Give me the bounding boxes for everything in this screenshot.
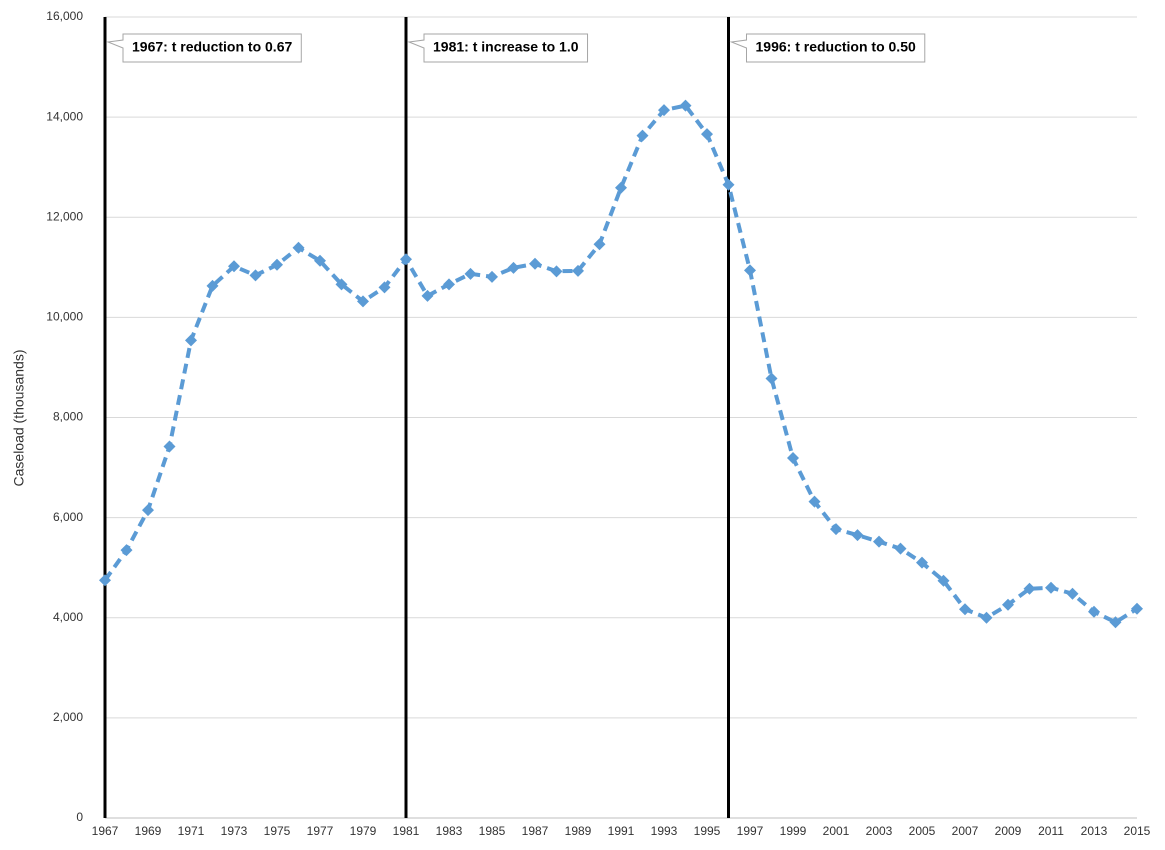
- annotation-box: [407, 33, 589, 63]
- x-tick-label: 1975: [264, 824, 291, 838]
- data-marker: [185, 334, 197, 347]
- data-marker: [744, 264, 756, 277]
- y-tick-label: 6,000: [53, 510, 83, 524]
- x-tick-label: 2013: [1081, 824, 1108, 838]
- data-marker: [228, 260, 240, 273]
- x-tick-label: 1989: [565, 824, 592, 838]
- x-tick-label: 1969: [135, 824, 162, 838]
- data-marker: [550, 265, 563, 278]
- data-marker: [916, 556, 928, 569]
- y-tick-label: 16,000: [46, 9, 83, 23]
- y-tick-label: 0: [76, 810, 83, 824]
- x-tick-label: 1973: [221, 824, 248, 838]
- x-tick-label: 1981: [393, 824, 420, 838]
- annotation-text: 1996: t reduction to 0.50: [756, 39, 916, 55]
- data-marker: [163, 440, 176, 453]
- y-tick-label: 12,000: [46, 209, 83, 223]
- data-marker: [507, 261, 520, 274]
- data-marker: [357, 295, 369, 308]
- data-marker: [335, 278, 348, 291]
- annotation-box: [729, 33, 926, 63]
- data-marker: [593, 238, 606, 251]
- x-tick-label: 1993: [651, 824, 678, 838]
- data-marker: [830, 523, 842, 536]
- data-marker: [120, 544, 133, 557]
- annotation-text: 1981: t increase to 1.0: [433, 39, 579, 55]
- data-marker: [529, 257, 541, 270]
- data-marker: [1002, 598, 1014, 611]
- data-marker: [959, 603, 971, 616]
- data-marker: [1066, 587, 1079, 600]
- annotation-box: [106, 33, 302, 63]
- data-marker: [378, 281, 391, 294]
- data-marker: [1023, 582, 1036, 595]
- y-tick-label: 8,000: [53, 410, 83, 424]
- x-tick-label: 1991: [608, 824, 635, 838]
- data-marker: [615, 181, 627, 194]
- data-marker: [636, 129, 649, 142]
- x-tick-label: 1983: [436, 824, 463, 838]
- x-tick-label: 1995: [694, 824, 721, 838]
- data-marker: [292, 241, 305, 254]
- annotation: 1996: t reduction to 0.50: [729, 33, 926, 63]
- x-tick-label: 1977: [307, 824, 334, 838]
- data-marker: [572, 264, 584, 277]
- x-tick-label: 1971: [178, 824, 205, 838]
- x-tick-label: 1967: [92, 824, 119, 838]
- data-marker: [722, 178, 735, 191]
- x-tick-label: 2005: [909, 824, 936, 838]
- data-marker: [679, 99, 692, 112]
- data-marker: [486, 270, 498, 283]
- data-marker: [1131, 602, 1143, 615]
- data-marker: [937, 574, 950, 587]
- x-tick-label: 2015: [1124, 824, 1151, 838]
- x-tick-label: 1979: [350, 824, 377, 838]
- y-axis-label: Caseload (thousands): [11, 350, 27, 487]
- data-marker: [851, 529, 864, 542]
- data-marker: [658, 104, 670, 117]
- data-marker: [701, 128, 713, 141]
- data-marker: [421, 289, 434, 302]
- data-marker: [249, 269, 262, 282]
- x-tick-label: 1985: [479, 824, 506, 838]
- x-tick-label: 1987: [522, 824, 549, 838]
- data-marker: [206, 279, 219, 292]
- data-marker: [808, 495, 821, 508]
- data-marker: [314, 254, 326, 267]
- x-tick-label: 1997: [737, 824, 764, 838]
- data-marker: [142, 504, 154, 517]
- x-tick-label: 2001: [823, 824, 850, 838]
- data-marker: [400, 253, 412, 266]
- y-tick-label: 2,000: [53, 710, 83, 724]
- x-tick-label: 2011: [1038, 824, 1064, 838]
- data-marker: [873, 535, 885, 548]
- x-tick-label: 2003: [866, 824, 893, 838]
- data-marker: [1088, 605, 1100, 618]
- data-marker: [99, 574, 111, 587]
- y-tick-label: 10,000: [46, 310, 83, 324]
- x-tick-label: 2007: [952, 824, 979, 838]
- data-marker: [787, 452, 799, 465]
- data-marker: [1045, 581, 1057, 594]
- annotation-text: 1967: t reduction to 0.67: [132, 39, 292, 55]
- data-marker: [980, 611, 993, 624]
- x-tick-label: 2009: [995, 824, 1022, 838]
- data-marker: [443, 278, 455, 291]
- data-marker: [894, 542, 907, 555]
- annotation: 1981: t increase to 1.0: [407, 33, 589, 63]
- y-tick-label: 14,000: [46, 109, 83, 123]
- x-tick-label: 1999: [780, 824, 807, 838]
- data-marker: [765, 372, 778, 385]
- data-marker: [271, 258, 283, 271]
- annotation: 1967: t reduction to 0.67: [106, 33, 302, 63]
- data-marker: [464, 267, 477, 280]
- data-marker: [1109, 616, 1122, 629]
- y-tick-label: 4,000: [53, 610, 83, 624]
